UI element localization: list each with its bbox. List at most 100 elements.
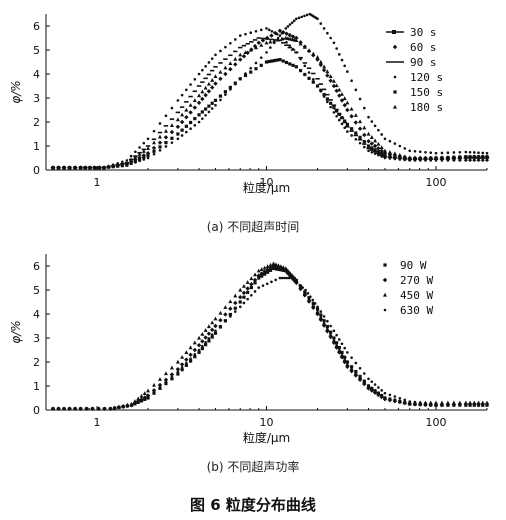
data-point <box>233 50 238 53</box>
data-point <box>243 73 248 78</box>
data-point <box>392 151 397 156</box>
data-point <box>403 147 407 150</box>
data-point <box>298 283 302 287</box>
data-point <box>340 58 344 62</box>
data-point <box>318 62 324 68</box>
data-point <box>335 341 339 345</box>
data-point <box>157 140 163 145</box>
data-point <box>188 352 193 357</box>
data-point <box>146 146 151 150</box>
chart-b-xtick-label: 1 <box>94 416 101 429</box>
data-point <box>398 396 402 400</box>
data-point <box>362 140 366 144</box>
data-point <box>229 41 232 45</box>
data-point <box>278 58 282 62</box>
data-point <box>146 396 150 400</box>
data-point <box>319 88 323 92</box>
data-point <box>307 76 311 80</box>
data-point <box>223 71 228 77</box>
data-point <box>83 165 88 170</box>
data-point <box>200 89 205 94</box>
data-point <box>196 343 202 348</box>
data-point <box>332 41 336 45</box>
data-point <box>285 41 288 44</box>
data-point <box>250 293 253 297</box>
data-point <box>152 152 156 156</box>
data-point <box>480 157 485 161</box>
data-point <box>201 68 204 72</box>
data-point <box>73 165 78 170</box>
data-point <box>193 124 197 127</box>
data-point <box>366 139 371 144</box>
data-point <box>367 377 370 381</box>
data-point <box>325 69 330 74</box>
data-point <box>468 150 472 154</box>
data-point <box>290 21 294 24</box>
data-point <box>265 264 270 269</box>
data-point <box>257 276 261 280</box>
data-point <box>109 407 112 411</box>
data-point <box>369 149 375 151</box>
data-point <box>192 105 198 110</box>
chart-b-ytick-label: 0 <box>33 404 40 417</box>
data-point <box>307 296 312 301</box>
chart-b-ytick-label: 2 <box>33 356 40 369</box>
data-point <box>349 127 354 131</box>
data-point <box>300 15 304 19</box>
data-point <box>373 148 377 152</box>
data-point <box>388 393 392 397</box>
data-point <box>272 58 277 63</box>
data-point <box>311 72 316 75</box>
data-point <box>180 355 185 359</box>
data-point <box>180 93 184 97</box>
data-point <box>311 298 315 302</box>
data-point <box>51 165 56 170</box>
chart-b-ytick-label: 5 <box>33 284 40 297</box>
data-point <box>265 51 268 54</box>
data-point <box>331 338 336 342</box>
chart-b-legend-swatch <box>382 277 388 283</box>
data-point <box>188 95 193 98</box>
data-point <box>458 150 462 154</box>
chart-b-legend-label: 270 W <box>400 274 433 287</box>
data-point <box>295 17 298 21</box>
data-point <box>115 162 120 167</box>
data-point <box>358 97 362 101</box>
data-point <box>175 359 180 364</box>
data-point <box>281 42 286 44</box>
data-point <box>223 58 228 60</box>
data-point <box>197 72 201 76</box>
data-point <box>265 35 270 41</box>
data-point <box>434 402 438 406</box>
data-point <box>204 113 207 117</box>
data-point <box>429 151 433 155</box>
data-point <box>224 319 227 323</box>
data-point <box>292 279 296 282</box>
data-point <box>325 97 329 101</box>
data-point <box>209 327 215 333</box>
data-point <box>213 74 218 78</box>
data-point <box>294 65 298 69</box>
data-point <box>260 274 264 278</box>
data-point <box>113 406 116 410</box>
data-point <box>354 88 358 92</box>
data-point <box>329 324 332 328</box>
data-point <box>313 302 317 305</box>
data-point <box>298 56 303 59</box>
data-point <box>213 316 218 321</box>
data-point <box>278 276 282 280</box>
data-point <box>158 145 162 149</box>
data-point <box>285 268 290 273</box>
data-point <box>278 34 282 37</box>
data-point <box>73 407 77 411</box>
data-point <box>464 402 468 406</box>
data-point <box>326 31 329 35</box>
data-point <box>315 84 320 88</box>
data-point <box>446 402 450 406</box>
data-point <box>175 124 181 129</box>
data-point <box>331 79 336 83</box>
data-point <box>78 165 83 170</box>
data-point <box>184 124 188 128</box>
data-point <box>367 115 370 119</box>
data-point <box>383 137 387 141</box>
